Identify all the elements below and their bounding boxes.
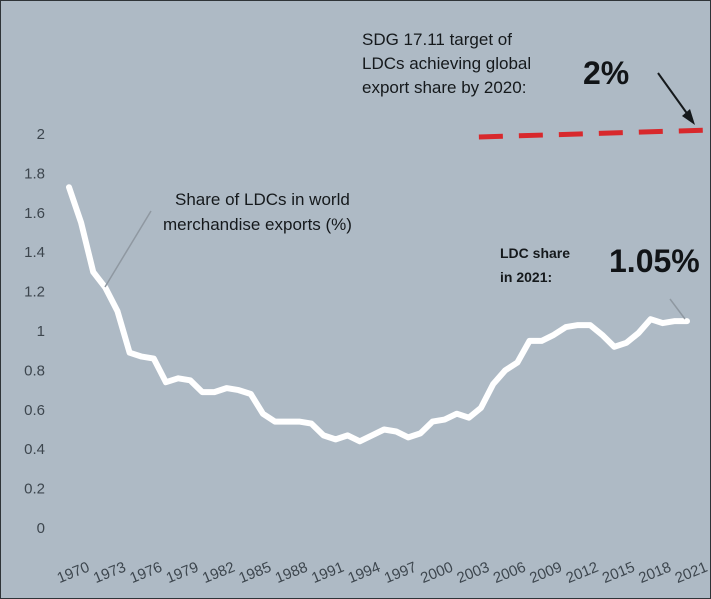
x-tick-label: 2018 <box>636 559 673 587</box>
series-label: Share of LDCs in world merchandise expor… <box>163 190 355 234</box>
x-tick-label: 2012 <box>564 559 601 587</box>
x-tick-label: 2006 <box>491 559 528 587</box>
series-label-leader <box>104 210 152 288</box>
x-tick-label: 1976 <box>127 559 164 587</box>
target-arrowhead <box>682 109 695 125</box>
y-tick-label: 1.8 <box>24 165 45 182</box>
y-tick-label: 0.4 <box>24 441 45 458</box>
ldc-share-leader <box>669 298 686 320</box>
y-tick-label: 1.4 <box>24 244 45 261</box>
x-tick-label: 1985 <box>236 559 273 587</box>
x-tick-label: 1970 <box>55 559 92 587</box>
x-tick-label: 2000 <box>418 559 455 587</box>
x-tick-label: 2009 <box>527 559 564 587</box>
target-dashed-line <box>478 127 710 140</box>
target-arrow <box>657 72 692 120</box>
x-tick-label: 2021 <box>673 559 710 587</box>
ldc-share-label: LDC share in 2021: <box>500 245 574 285</box>
x-tick-label: 1997 <box>382 559 419 587</box>
x-tick-label: 1982 <box>200 559 237 587</box>
y-tick-label: 1 <box>37 323 45 340</box>
x-tick-label: 1988 <box>273 559 310 587</box>
y-tick-label: 0 <box>37 520 45 537</box>
y-tick-label: 1.2 <box>24 284 45 301</box>
target-label: SDG 17.11 target of LDCs achieving globa… <box>362 30 536 97</box>
y-tick-label: 1.6 <box>24 205 45 222</box>
y-tick-label: 2 <box>37 126 45 143</box>
y-tick-label: 0.6 <box>24 402 45 419</box>
y-tick-label: 0.8 <box>24 362 45 379</box>
x-tick-label: 2003 <box>455 559 492 587</box>
x-tick-label: 1973 <box>91 559 128 587</box>
ldc-share-line <box>66 184 690 445</box>
x-tick-label: 1991 <box>309 559 346 587</box>
x-tick-label: 1994 <box>345 559 382 587</box>
x-axis-ticks: 1970 1973 1976 1979 1982 1985 1988 1991 1994 1997… <box>55 559 710 587</box>
ldc-share-value-label: 1.05% <box>609 243 700 279</box>
y-axis-ticks: 0 0.2 0.4 0.6 0.8 1 1.2 1.4 1.6 1.8 2 <box>24 126 45 537</box>
x-tick-label: 2015 <box>600 559 637 587</box>
target-value-label: 2% <box>583 55 629 91</box>
x-tick-label: 1979 <box>164 559 201 587</box>
y-tick-label: 0.2 <box>24 481 45 498</box>
